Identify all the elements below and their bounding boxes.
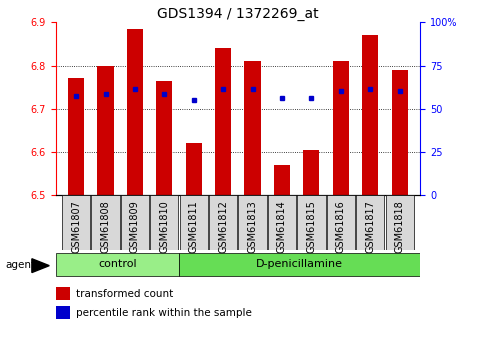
FancyBboxPatch shape bbox=[91, 195, 120, 250]
Bar bbox=[244, 61, 261, 195]
Text: GSM61813: GSM61813 bbox=[248, 200, 257, 253]
FancyBboxPatch shape bbox=[121, 195, 149, 250]
Bar bbox=[362, 36, 378, 195]
Bar bbox=[127, 29, 143, 195]
Bar bbox=[215, 48, 231, 195]
Bar bbox=[303, 150, 319, 195]
Bar bbox=[56, 287, 70, 300]
Text: agent: agent bbox=[6, 260, 36, 270]
Text: transformed count: transformed count bbox=[76, 288, 173, 298]
Text: GSM61810: GSM61810 bbox=[159, 200, 170, 253]
FancyBboxPatch shape bbox=[385, 195, 414, 250]
FancyBboxPatch shape bbox=[150, 195, 179, 250]
FancyBboxPatch shape bbox=[239, 195, 267, 250]
Text: percentile rank within the sample: percentile rank within the sample bbox=[76, 307, 252, 317]
Polygon shape bbox=[32, 259, 49, 273]
Text: GSM61811: GSM61811 bbox=[189, 200, 199, 253]
Title: GDS1394 / 1372269_at: GDS1394 / 1372269_at bbox=[157, 7, 319, 21]
FancyBboxPatch shape bbox=[268, 195, 296, 250]
Text: GSM61818: GSM61818 bbox=[395, 200, 405, 253]
Bar bbox=[156, 81, 172, 195]
Text: GSM61816: GSM61816 bbox=[336, 200, 346, 253]
Bar bbox=[392, 70, 408, 195]
Bar bbox=[274, 165, 290, 195]
Text: GSM61815: GSM61815 bbox=[306, 200, 316, 253]
Bar bbox=[185, 143, 202, 195]
FancyBboxPatch shape bbox=[56, 253, 179, 276]
FancyBboxPatch shape bbox=[297, 195, 326, 250]
FancyBboxPatch shape bbox=[356, 195, 384, 250]
Text: GSM61808: GSM61808 bbox=[100, 200, 111, 253]
Bar bbox=[98, 66, 114, 195]
Text: GSM61809: GSM61809 bbox=[130, 200, 140, 253]
Text: control: control bbox=[98, 259, 137, 269]
Text: GSM61814: GSM61814 bbox=[277, 200, 287, 253]
FancyBboxPatch shape bbox=[179, 253, 420, 276]
Bar bbox=[333, 61, 349, 195]
Bar bbox=[68, 79, 84, 195]
Text: GSM61812: GSM61812 bbox=[218, 200, 228, 253]
Bar bbox=[56, 306, 70, 319]
Text: D-penicillamine: D-penicillamine bbox=[256, 259, 343, 269]
FancyBboxPatch shape bbox=[209, 195, 237, 250]
Text: GSM61817: GSM61817 bbox=[365, 200, 375, 253]
Text: GSM61807: GSM61807 bbox=[71, 200, 81, 253]
FancyBboxPatch shape bbox=[180, 195, 208, 250]
FancyBboxPatch shape bbox=[327, 195, 355, 250]
FancyBboxPatch shape bbox=[62, 195, 90, 250]
